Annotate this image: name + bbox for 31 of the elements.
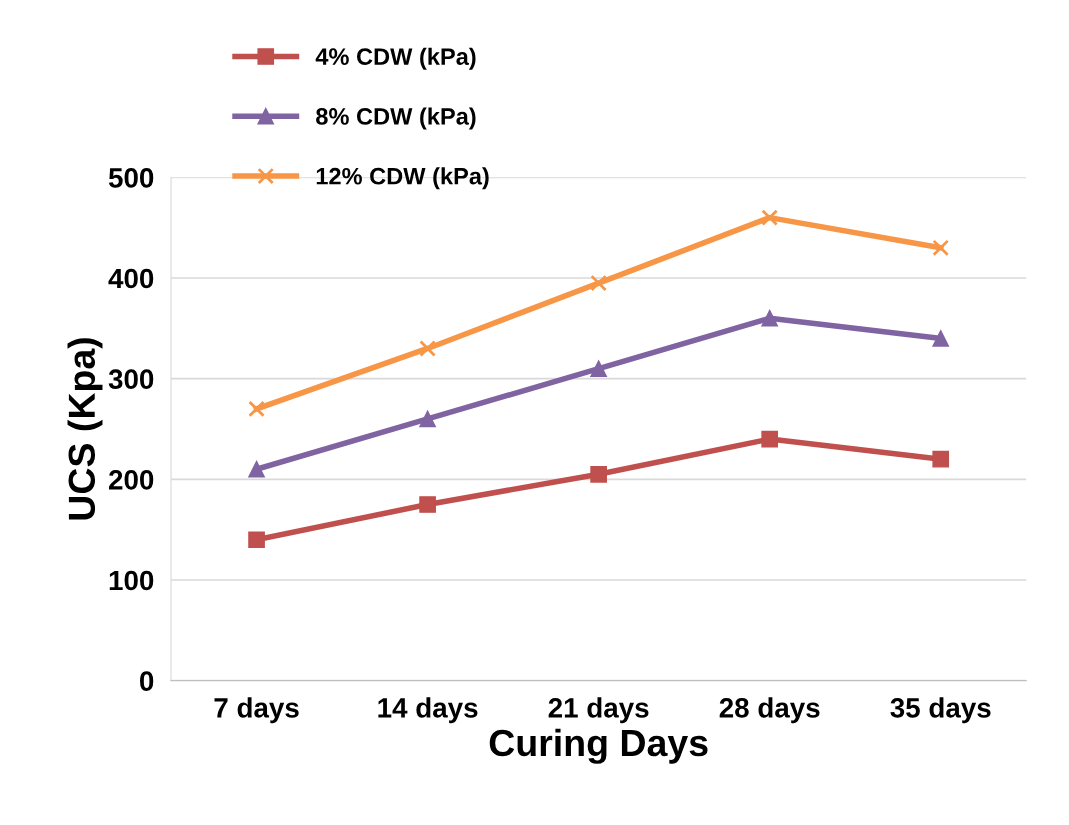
point <box>932 239 950 257</box>
point <box>419 410 436 428</box>
point <box>248 460 265 478</box>
point <box>932 330 950 347</box>
point <box>761 430 779 448</box>
point <box>248 400 265 418</box>
y-tick-label: 0 <box>140 671 154 691</box>
legend-label: 12% CDW (kPa) <box>316 167 489 190</box>
x-tick-label: 7 days <box>214 697 299 724</box>
point <box>419 496 436 513</box>
legend-label: 4% CDW (kPa) <box>315 47 476 70</box>
point <box>761 209 779 226</box>
y-tick-label: 500 <box>108 168 154 188</box>
point <box>590 360 607 377</box>
x-axis-title: Curing Days <box>489 728 708 764</box>
x-tick-label: 28 days <box>719 697 820 724</box>
x-tick-label: 35 days <box>890 697 991 724</box>
y-tick-label: 100 <box>109 570 154 591</box>
point <box>761 309 779 327</box>
point <box>419 340 436 357</box>
y-tick-label: 200 <box>109 469 154 490</box>
x-tick-label: 21 days <box>548 697 649 724</box>
point <box>590 274 607 292</box>
y-tick-label: 400 <box>108 268 154 289</box>
point <box>248 531 265 549</box>
x-tick-label: 14 days <box>378 697 478 724</box>
point <box>932 450 950 468</box>
y-tick-label: 300 <box>108 369 154 390</box>
legend-label: 8% CDW (kPa) <box>316 107 476 130</box>
y-axis-title: UCS (Kpa) <box>67 338 103 520</box>
point <box>590 465 607 483</box>
